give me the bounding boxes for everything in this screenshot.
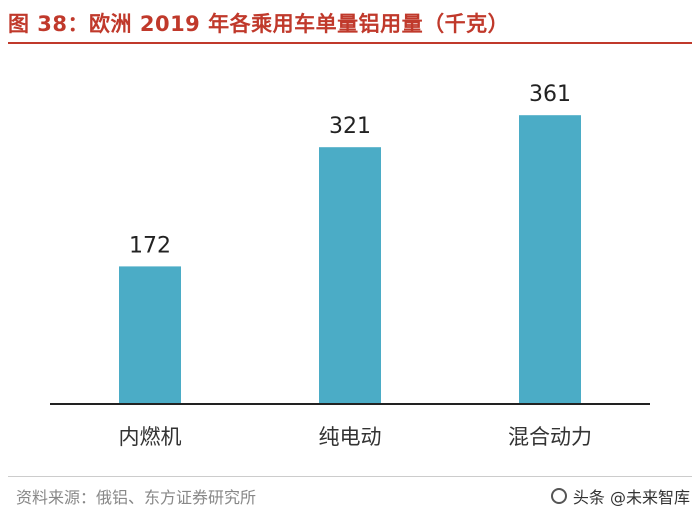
bar-1 (119, 266, 181, 404)
category-label-2: 纯电动 (319, 425, 382, 449)
category-label-1: 内燃机 (119, 425, 182, 449)
footer-divider (8, 476, 692, 477)
camera-icon (550, 488, 567, 504)
watermark-text: 头条 @未来智库 (572, 488, 690, 507)
bar-2 (319, 147, 381, 404)
category-label-3: 混合动力 (508, 425, 592, 449)
source-note: 资料来源：俄铝、东方证券研究所 (16, 488, 257, 507)
data-label-3: 361 (529, 82, 571, 107)
bar-3 (519, 115, 581, 404)
title-divider (8, 42, 692, 44)
data-label-2: 321 (329, 114, 371, 139)
watermark: 头条 @未来智库 (550, 484, 690, 508)
bar-chart: 172 内燃机 321 纯电动 361 混合动力 (50, 82, 650, 449)
data-label-1: 172 (129, 233, 171, 258)
chart-title: 图 38：欧洲 2019 年各乘用车单量铝用量（千克） (8, 12, 510, 36)
